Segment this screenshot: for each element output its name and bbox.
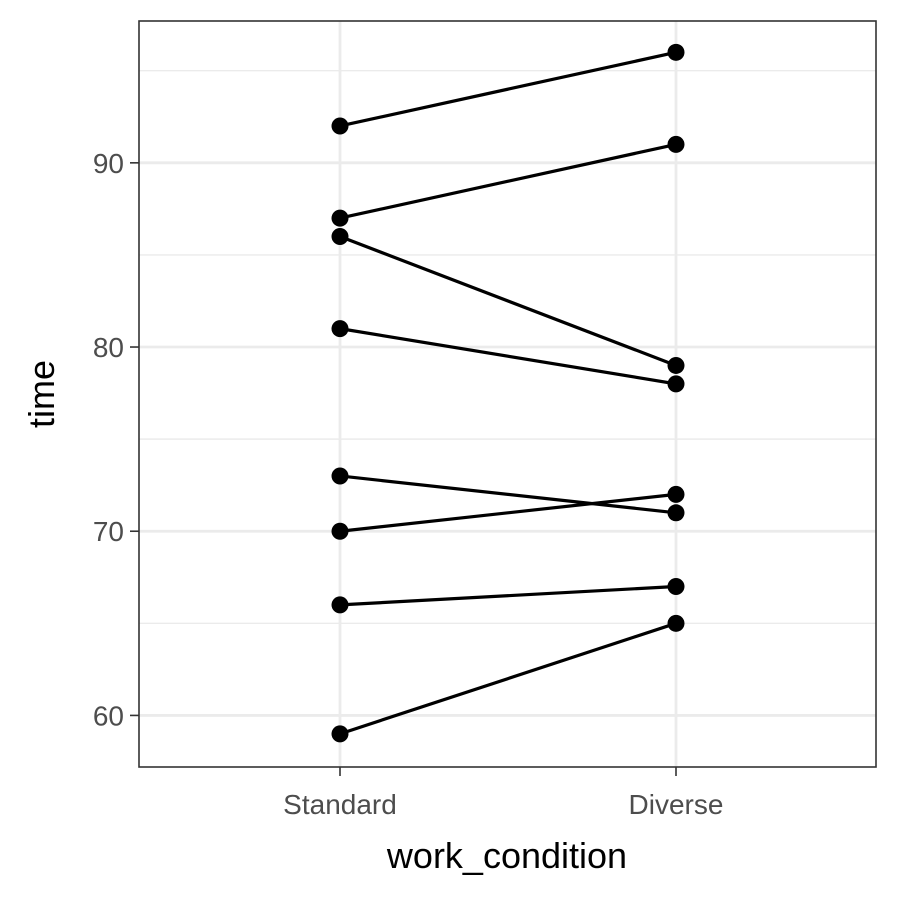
series-line: [339, 327, 677, 386]
data-point-standard: [331, 467, 349, 485]
data-point-standard: [331, 209, 349, 227]
series-2: [331, 135, 685, 227]
x-tick-label: Standard: [283, 789, 397, 820]
data-point-diverse: [667, 43, 685, 61]
data-point-diverse: [667, 356, 685, 374]
data-point-diverse: [667, 485, 685, 503]
data-point-standard: [331, 596, 349, 614]
panel-layer: [138, 20, 877, 768]
axis-layer: 60 70 80 90 Standard Diverse: [93, 148, 724, 820]
series-7: [331, 577, 685, 614]
panel-border: [138, 20, 877, 768]
y-tick-label: 60: [93, 700, 124, 731]
series-line: [339, 584, 677, 607]
data-point-standard: [331, 117, 349, 135]
x-axis-title: work_condition: [386, 835, 627, 876]
data-point-diverse: [667, 577, 685, 595]
data-point-diverse: [667, 135, 685, 153]
data-point-diverse: [667, 614, 685, 632]
series-3: [331, 228, 685, 374]
data-point-standard: [331, 228, 349, 246]
series-6: [331, 485, 685, 540]
series-line: [339, 474, 677, 515]
series-line: [339, 50, 677, 128]
series-4: [331, 320, 685, 393]
series-layer: [331, 43, 685, 743]
series-line: [339, 235, 677, 367]
y-axis-title: time: [21, 360, 62, 428]
series-5: [331, 467, 685, 522]
series-line: [339, 621, 677, 736]
y-tick-label: 80: [93, 332, 124, 363]
series-line: [339, 492, 677, 533]
data-point-standard: [331, 320, 349, 338]
series-line: [339, 142, 677, 220]
data-point-standard: [331, 522, 349, 540]
x-tick-label: Diverse: [629, 789, 724, 820]
data-point-diverse: [667, 504, 685, 522]
data-point-standard: [331, 725, 349, 743]
series-1: [331, 43, 685, 135]
grid-layer: [139, 21, 876, 767]
y-tick-label: 70: [93, 516, 124, 547]
data-point-diverse: [667, 375, 685, 393]
y-tick-label: 90: [93, 148, 124, 179]
series-8: [331, 614, 685, 743]
